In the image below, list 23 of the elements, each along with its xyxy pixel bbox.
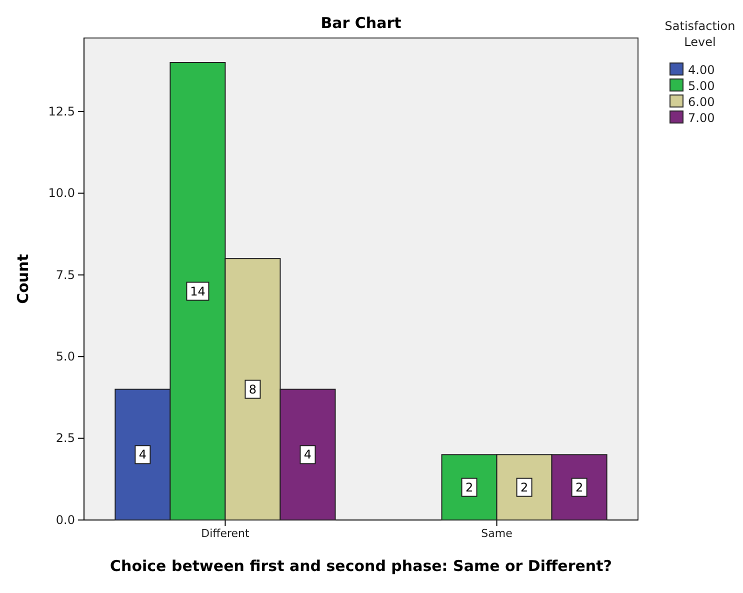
legend-label: 6.00	[688, 95, 715, 109]
legend-label: 5.00	[688, 79, 715, 93]
data-label: 2	[575, 480, 584, 494]
y-tick-label: 2.5	[56, 431, 75, 446]
y-tick-label: 0.0	[56, 512, 75, 527]
y-tick-label: 5.0	[56, 349, 75, 364]
data-label: 14	[190, 284, 206, 298]
chart-title: Bar Chart	[320, 14, 402, 32]
legend-title: Satisfaction Level	[664, 19, 736, 49]
data-label: 2	[520, 480, 528, 494]
y-tick-label: 7.5	[56, 268, 75, 282]
x-axis-title: Choice between first and second phase: Same or Different?	[110, 557, 612, 575]
data-label: 4	[138, 448, 147, 462]
y-tick-label: 10.0	[48, 186, 75, 200]
legend-label: 7.00	[688, 111, 715, 125]
data-label: 4	[304, 448, 312, 462]
y-tick-label: 12.5	[48, 104, 75, 118]
data-label: 8	[248, 382, 257, 396]
data-label: 2	[465, 480, 474, 494]
y-axis-title: Count	[14, 254, 32, 304]
x-tick-label: Same	[481, 526, 513, 540]
x-tick-label: Different	[201, 526, 250, 540]
legend-label: 4.00	[688, 63, 715, 77]
